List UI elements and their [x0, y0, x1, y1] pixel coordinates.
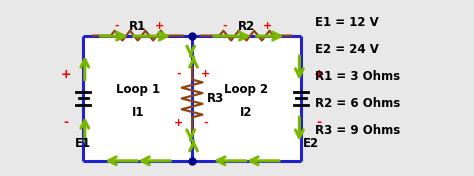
- Text: +: +: [263, 21, 273, 31]
- Text: -: -: [203, 118, 208, 128]
- Text: R1: R1: [129, 20, 146, 33]
- Text: -: -: [114, 21, 119, 31]
- Text: +: +: [201, 69, 210, 79]
- Text: R3 = 9 Ohms: R3 = 9 Ohms: [315, 124, 400, 137]
- Text: R2: R2: [238, 20, 255, 33]
- Text: +: +: [60, 68, 71, 81]
- Text: Loop 2: Loop 2: [224, 83, 268, 96]
- Text: I2: I2: [240, 106, 253, 119]
- Bar: [83, 36, 301, 161]
- Text: E2 = 24 V: E2 = 24 V: [315, 43, 379, 56]
- Text: +: +: [174, 118, 183, 128]
- Text: -: -: [316, 116, 321, 129]
- Text: R1 = 3 Ohms: R1 = 3 Ohms: [315, 70, 400, 83]
- Text: -: -: [223, 21, 228, 31]
- Text: R2 = 6 Ohms: R2 = 6 Ohms: [315, 97, 400, 110]
- Text: -: -: [176, 69, 181, 79]
- Text: -: -: [63, 116, 68, 129]
- Text: E1: E1: [75, 137, 91, 150]
- Text: I1: I1: [131, 106, 144, 119]
- Text: R3: R3: [207, 92, 225, 105]
- Text: E2: E2: [303, 137, 319, 150]
- Text: Loop 1: Loop 1: [116, 83, 160, 96]
- Text: +: +: [155, 21, 164, 31]
- Text: +: +: [313, 68, 324, 81]
- Text: E1 = 12 V: E1 = 12 V: [315, 16, 379, 29]
